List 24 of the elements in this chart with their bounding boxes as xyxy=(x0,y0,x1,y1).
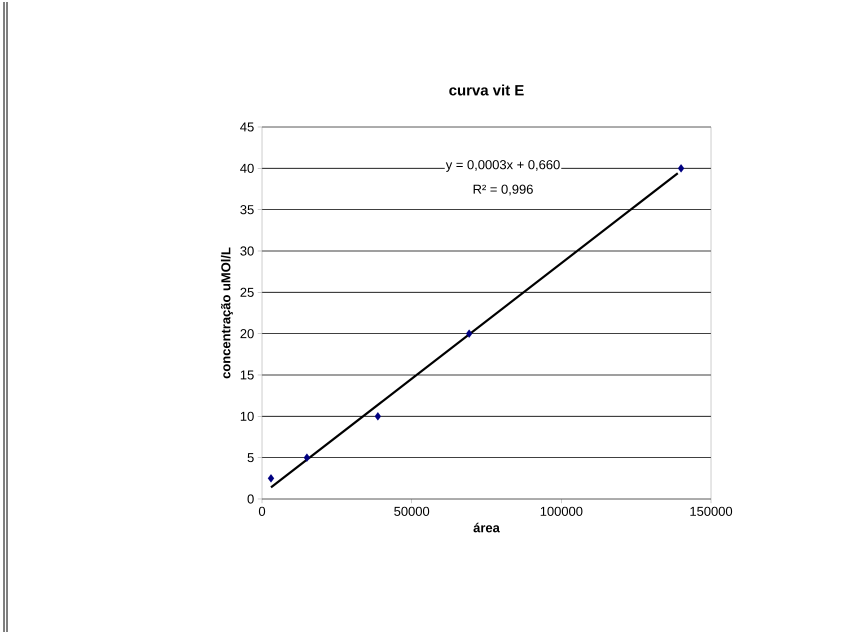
y-tick-label: 0 xyxy=(248,494,254,504)
y-tick-label: 30 xyxy=(240,246,254,256)
y-axis-title: concentração uMOl/L xyxy=(220,248,233,378)
y-tick-label: 10 xyxy=(240,412,254,421)
chart-title: curva vit E xyxy=(449,84,524,96)
point xyxy=(268,474,274,483)
x-tick-label: 150000 xyxy=(690,506,732,516)
annotation: R² = 0,996 xyxy=(474,184,533,196)
y-tick-label: 40 xyxy=(240,164,254,173)
y-tick-label: 35 xyxy=(240,205,254,214)
x-tick-label: 50000 xyxy=(394,506,430,516)
point xyxy=(374,412,382,421)
x-axis-title: área xyxy=(474,522,500,532)
y-tick-label: 20 xyxy=(240,329,254,338)
y-tick-label: 25 xyxy=(240,288,254,297)
y-tick-label: 15 xyxy=(240,370,254,380)
y-tick-label: 45 xyxy=(240,122,254,132)
x-tick-label: 0 xyxy=(258,506,266,516)
point xyxy=(304,453,310,462)
x-tick-label: 100000 xyxy=(540,506,582,516)
point xyxy=(466,329,472,338)
annotation: y = 0,0003x + 0,660 xyxy=(446,160,560,172)
point xyxy=(678,164,684,173)
y-tick-label: 5 xyxy=(248,453,254,462)
